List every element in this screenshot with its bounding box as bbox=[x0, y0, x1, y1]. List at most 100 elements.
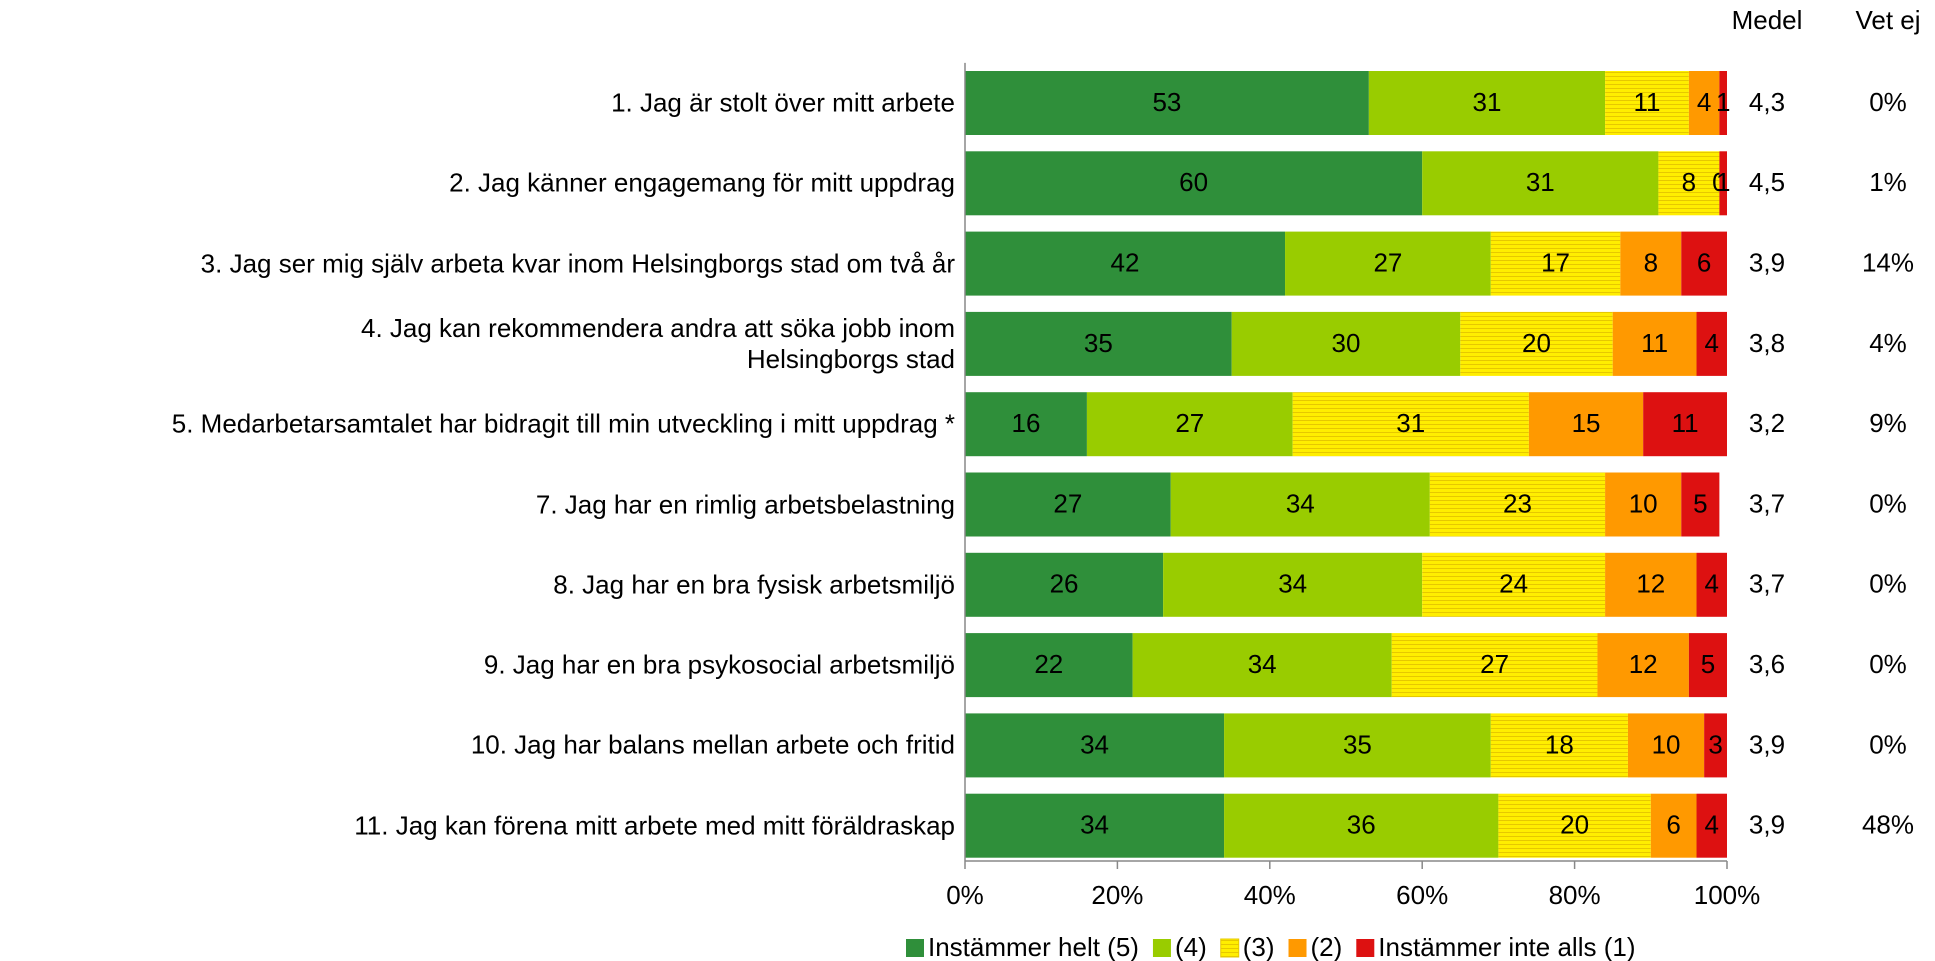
bar-segment bbox=[1368, 71, 1606, 135]
data-label: 24 bbox=[1499, 569, 1528, 599]
data-label: 27 bbox=[1175, 408, 1204, 438]
legend-swatch bbox=[1220, 938, 1240, 958]
x-tick-label: 40% bbox=[1244, 880, 1296, 910]
medel-value: 3,6 bbox=[1749, 649, 1785, 679]
data-label: 34 bbox=[1286, 488, 1315, 518]
bar-segment bbox=[965, 311, 1232, 376]
x-tick-label: 20% bbox=[1091, 880, 1143, 910]
bar-segment bbox=[1605, 71, 1689, 135]
data-label: 27 bbox=[1480, 649, 1509, 679]
legend-label: Instämmer inte alls (1) bbox=[1378, 932, 1635, 961]
vet-ej-value: 0% bbox=[1869, 729, 1907, 759]
bar-segment bbox=[965, 552, 1164, 617]
bar-segment bbox=[965, 713, 1225, 778]
bar-segment bbox=[1429, 472, 1606, 537]
bar-segment bbox=[1132, 633, 1392, 698]
data-label: 22 bbox=[1034, 649, 1063, 679]
data-label: 35 bbox=[1343, 729, 1372, 759]
data-label: 34 bbox=[1248, 649, 1277, 679]
x-tick-label: 0% bbox=[946, 880, 984, 910]
category-label: 7. Jag har en rimlig arbetsbelastning bbox=[535, 489, 955, 519]
bar-segment bbox=[1643, 392, 1727, 457]
bar-segment bbox=[1170, 472, 1430, 537]
bar-segment bbox=[965, 633, 1133, 698]
medel-value: 3,2 bbox=[1749, 408, 1785, 438]
data-label: 20 bbox=[1560, 810, 1589, 840]
data-label: 30 bbox=[1332, 328, 1361, 358]
bar-segment bbox=[1704, 713, 1727, 778]
vet-ej-value: 0% bbox=[1869, 649, 1907, 679]
medel-value: 3,7 bbox=[1749, 569, 1785, 599]
bar-segment bbox=[1490, 713, 1628, 778]
data-label: 16 bbox=[1011, 408, 1040, 438]
data-label: 26 bbox=[1050, 569, 1079, 599]
data-label: 1 bbox=[1716, 167, 1730, 197]
bar-segment bbox=[1719, 71, 1727, 135]
data-label: 31 bbox=[1473, 87, 1502, 117]
data-label: 27 bbox=[1373, 247, 1402, 277]
legend-label: (4) bbox=[1175, 932, 1207, 961]
vet-ej-value: 0% bbox=[1869, 87, 1907, 117]
category-label: 1. Jag är stolt över mitt arbete bbox=[611, 87, 955, 118]
data-label: 18 bbox=[1545, 729, 1574, 759]
bar-segment bbox=[1627, 713, 1705, 778]
data-label: 5 bbox=[1701, 649, 1715, 679]
bar-segment bbox=[1224, 793, 1499, 858]
vet-ej-value: 4% bbox=[1869, 328, 1907, 358]
category-label: 10. Jag har balans mellan arbete och fri… bbox=[470, 729, 955, 760]
bar-segment bbox=[1231, 311, 1461, 376]
data-label: 31 bbox=[1396, 408, 1425, 438]
vet-ej-value: 1% bbox=[1869, 167, 1907, 197]
data-label: 1 bbox=[1716, 87, 1730, 117]
bar-segment bbox=[965, 793, 1225, 858]
legend-swatch bbox=[1288, 939, 1307, 957]
data-label: 12 bbox=[1636, 569, 1665, 599]
data-label: 8 bbox=[1682, 167, 1696, 197]
data-label: 5 bbox=[1693, 488, 1707, 518]
vet-ej-header: Vet ej bbox=[1855, 5, 1920, 35]
bar-segment bbox=[1224, 713, 1491, 778]
bar-segment bbox=[1612, 311, 1697, 376]
data-label: 4 bbox=[1697, 87, 1711, 117]
bar-segment bbox=[1498, 793, 1651, 858]
medel-value: 3,9 bbox=[1749, 810, 1785, 840]
bar-segment bbox=[965, 472, 1171, 537]
medel-header: Medel bbox=[1732, 5, 1803, 35]
bar-segment bbox=[965, 231, 1286, 296]
category-label: 9. Jag har en bra psykosocial arbetsmilj… bbox=[483, 649, 955, 680]
data-label: 15 bbox=[1572, 408, 1601, 438]
vet-ej-value: 14% bbox=[1862, 247, 1914, 277]
x-tick-label: 60% bbox=[1396, 880, 1448, 910]
bar-segment bbox=[1605, 472, 1682, 537]
category-label: 11. Jag kan förena mitt arbete med mitt … bbox=[354, 810, 955, 841]
bar-segment bbox=[1422, 552, 1606, 617]
bar-segment bbox=[1391, 633, 1598, 698]
bar-segment bbox=[1681, 231, 1727, 296]
vet-ej-value: 9% bbox=[1869, 408, 1907, 438]
category-label: 4. Jag kan rekommendera andra att söka j… bbox=[360, 312, 955, 374]
bar-segment bbox=[1696, 552, 1727, 617]
bar-segment bbox=[1605, 552, 1697, 617]
data-label: 10 bbox=[1652, 729, 1681, 759]
bar-segment bbox=[1422, 151, 1659, 216]
data-label: 31 bbox=[1526, 167, 1555, 197]
bar-segment bbox=[1688, 633, 1727, 698]
medel-value: 3,7 bbox=[1749, 488, 1785, 518]
legend-swatch bbox=[1356, 939, 1375, 957]
x-tick-label: 80% bbox=[1549, 880, 1601, 910]
category-label: 3. Jag ser mig själv arbeta kvar inom He… bbox=[200, 248, 955, 279]
data-label: 35 bbox=[1084, 328, 1113, 358]
bar-segment bbox=[965, 151, 1423, 216]
data-label: 60 bbox=[1179, 167, 1208, 197]
category-label: 8. Jag har en bra fysisk arbetsmiljö bbox=[553, 569, 955, 600]
category-label: 5. Medarbetarsamtalet har bidragit till … bbox=[171, 408, 955, 439]
data-label: 17 bbox=[1541, 247, 1570, 277]
data-label: 11 bbox=[1641, 328, 1668, 358]
data-label: 36 bbox=[1347, 810, 1376, 840]
bar-segment bbox=[965, 71, 1369, 135]
data-label: 10 bbox=[1629, 488, 1658, 518]
data-label: 23 bbox=[1503, 488, 1532, 518]
medel-value: 3,8 bbox=[1749, 328, 1785, 358]
legend-label: (2) bbox=[1311, 932, 1343, 961]
